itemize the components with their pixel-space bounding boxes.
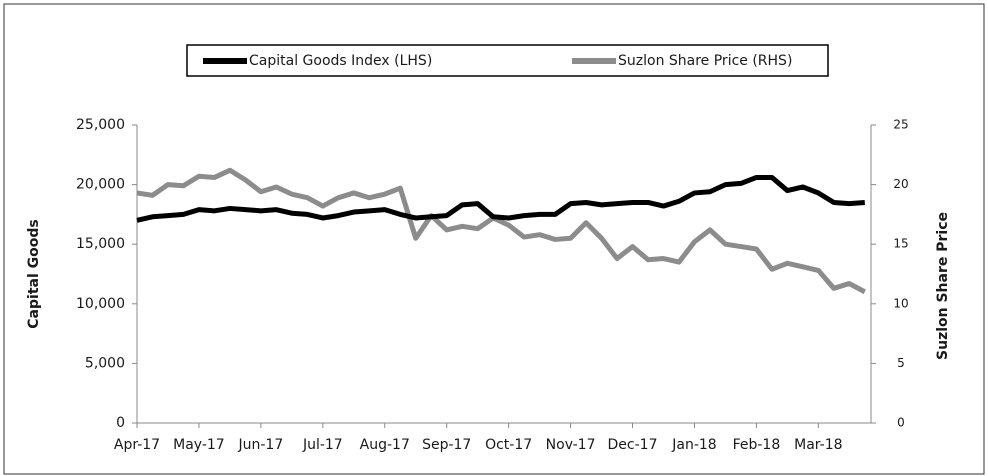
legend-label: Capital Goods Index (LHS) xyxy=(249,53,432,69)
y-tick-label: 15,000 xyxy=(76,236,125,252)
series-line xyxy=(136,174,865,223)
y2-axis-title: Suzlon Share Price xyxy=(935,212,951,360)
y2-tick-label: 20 xyxy=(893,177,908,191)
x-tick-label: Jul-17 xyxy=(302,437,343,453)
y2-tick-label: 10 xyxy=(893,296,908,310)
x-tick-label: Nov-17 xyxy=(546,437,596,453)
legend-label: Suzlon Share Price (RHS) xyxy=(618,53,792,69)
x-tick-label: Jan-18 xyxy=(671,437,716,453)
frame xyxy=(3,3,985,475)
x-tick-label: Apr-17 xyxy=(114,437,160,453)
y2-tick-label: 15 xyxy=(893,237,908,251)
x-tick-label: Jun-17 xyxy=(238,437,284,453)
x-tick-label: May-17 xyxy=(173,437,225,453)
y-tick-label: 10,000 xyxy=(76,296,125,312)
y-tick-label: 0 xyxy=(116,415,125,431)
x-tick-label: Dec-17 xyxy=(608,437,658,453)
x-tick-label: Sep-17 xyxy=(422,437,471,453)
legend-box xyxy=(186,44,829,77)
x-tick-label: Aug-17 xyxy=(360,437,410,453)
y2-tick-label: 25 xyxy=(893,118,908,132)
series-line xyxy=(136,167,866,295)
y2-tick-label: 5 xyxy=(897,356,905,370)
y-axis-title: Capital Goods xyxy=(26,219,42,328)
y-tick-label: 5,000 xyxy=(85,355,125,371)
y-tick-label: 20,000 xyxy=(76,177,125,193)
y-tick-label: 25,000 xyxy=(76,117,125,133)
x-tick-label: Feb-18 xyxy=(733,437,781,453)
y2-tick-label: 0 xyxy=(897,416,905,430)
x-tick-label: Mar-18 xyxy=(794,437,842,453)
x-tick-label: Oct-17 xyxy=(485,437,532,453)
